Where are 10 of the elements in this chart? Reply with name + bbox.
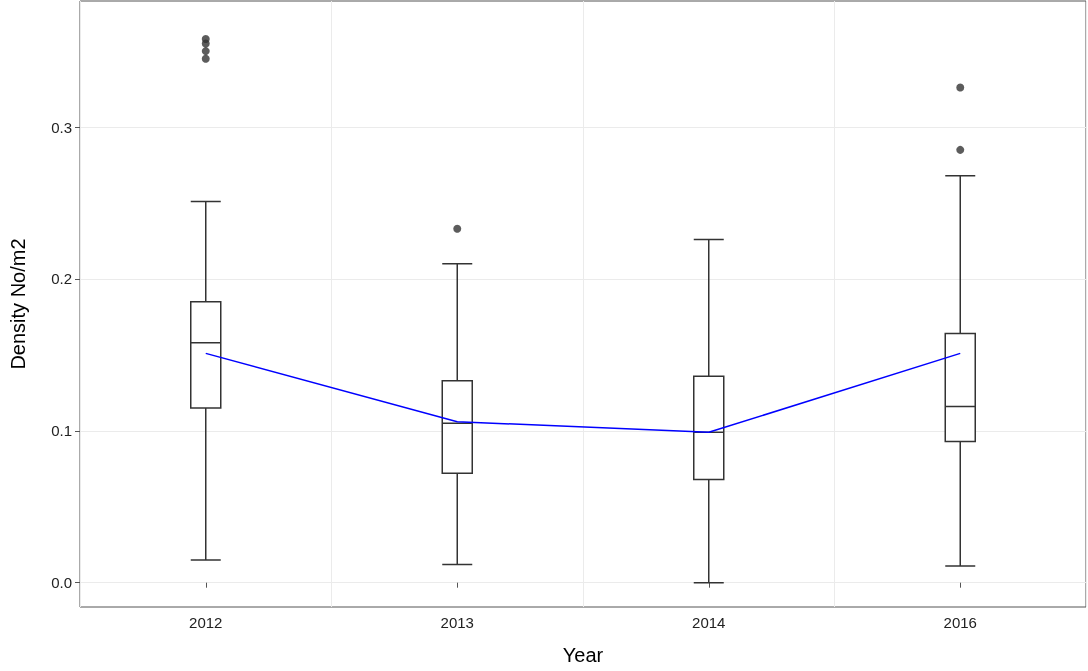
x-tick-label: 2014 bbox=[692, 614, 726, 631]
x-tick-label: 2012 bbox=[189, 614, 223, 631]
y-axis-title: Density No/m2 bbox=[7, 238, 29, 370]
x-axis-title: Year bbox=[562, 644, 604, 666]
y-tick-label: 0.2 bbox=[51, 270, 72, 288]
x-tick-label: 2013 bbox=[440, 614, 474, 631]
y-tick-label: 0.0 bbox=[51, 574, 72, 592]
y-tick-label: 0.3 bbox=[51, 118, 72, 136]
x-tick-label: 2016 bbox=[943, 614, 977, 631]
y-tick-label: 0.1 bbox=[51, 422, 72, 440]
